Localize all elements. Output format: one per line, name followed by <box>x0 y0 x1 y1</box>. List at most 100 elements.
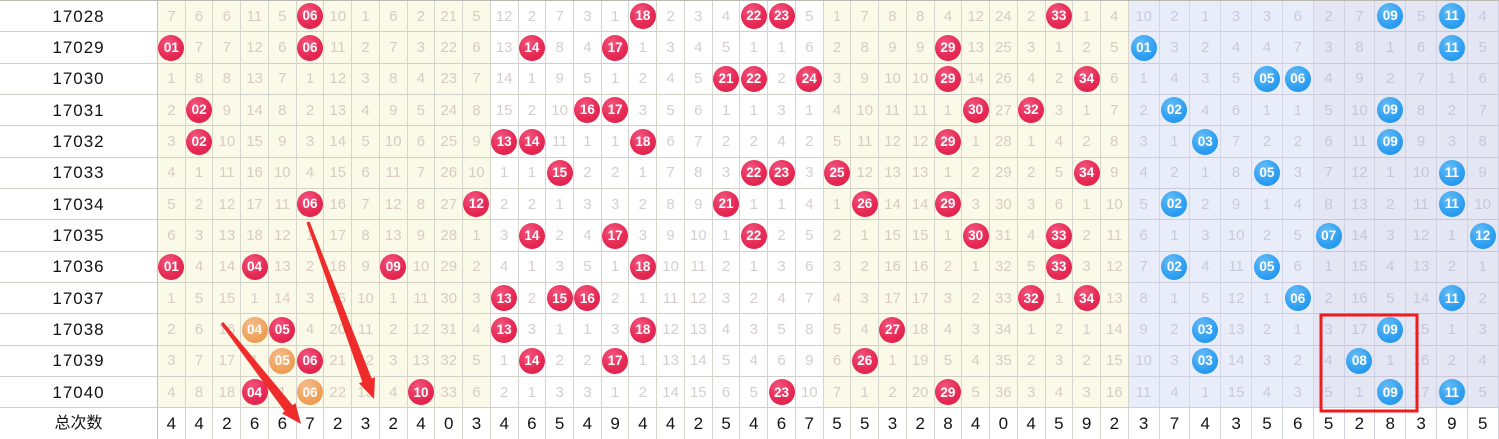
front-cell: 26 <box>990 63 1018 96</box>
front-cell: 6 <box>158 220 186 252</box>
red-ball: 23 <box>768 379 795 406</box>
front-cell: 4 <box>712 1 741 33</box>
front-cell: 6 <box>768 345 796 378</box>
back-cell: 2 <box>1190 189 1222 221</box>
front-cell: 9 <box>684 189 713 221</box>
front-cell: 1 <box>1073 314 1101 346</box>
front-cell: 5 <box>1045 157 1074 190</box>
front-cell: 30 <box>435 283 464 315</box>
front-cell: 10 <box>546 95 575 127</box>
front-cell: 7 <box>379 32 408 64</box>
front-cell: 17 <box>324 220 353 252</box>
back-cell: 2 <box>1313 1 1345 33</box>
front-cell: 10 <box>684 220 713 252</box>
front-cell: 1 <box>241 283 269 315</box>
blue-ball: 05 <box>1253 65 1280 92</box>
draw-period-label: 17033 <box>0 157 158 190</box>
red-ball: 34 <box>1073 159 1100 186</box>
front-cell: 34 <box>1073 157 1101 190</box>
front-cell: 6 <box>712 377 741 409</box>
front-cell: 9 <box>1100 157 1129 190</box>
front-cell: 11 <box>324 32 353 64</box>
front-cell: 28 <box>435 220 464 252</box>
front-cell: 7 <box>213 32 242 64</box>
red-ball: 04 <box>241 253 268 280</box>
front-cell: 2 <box>712 251 741 284</box>
front-cell: 29 <box>990 157 1018 190</box>
blue-ball: 07 <box>1315 222 1342 249</box>
front-cell: 17 <box>879 283 907 315</box>
front-cell: 04 <box>241 251 269 284</box>
front-cell: 18 <box>629 314 658 346</box>
red-ball: 01 <box>158 34 185 61</box>
front-cell: 1 <box>518 63 547 96</box>
front-cell: 11 <box>851 126 880 158</box>
front-cell: 22 <box>740 1 769 33</box>
front-cell: 9 <box>906 32 935 64</box>
front-cell: 5 <box>158 189 186 221</box>
front-cell: 22 <box>740 157 769 190</box>
front-cell: 9 <box>851 63 880 96</box>
red-ball: 18 <box>629 316 656 343</box>
front-cell: 10 <box>324 1 353 33</box>
front-cell: 35 <box>990 345 1018 378</box>
back-cell: 7 <box>1313 157 1345 190</box>
back-cell: 16 <box>1406 345 1437 378</box>
back-cell: 1 <box>1344 377 1376 409</box>
back-cell: 3 <box>1467 314 1499 346</box>
back-cell: 08 <box>1344 345 1376 378</box>
front-cell: 5 <box>962 377 991 409</box>
front-cell: 14 <box>962 63 991 96</box>
red-ball: 17 <box>602 222 629 249</box>
front-cell: 18 <box>241 220 269 252</box>
back-cell: 4 <box>1467 345 1499 378</box>
back-cell: 16 <box>1344 283 1376 315</box>
back-cell: 9 <box>1406 126 1437 158</box>
draw-period-label: 17037 <box>0 283 158 315</box>
front-cell: 24 <box>795 63 824 96</box>
red-ball: 22 <box>740 3 767 30</box>
front-cell: 6 <box>185 314 214 346</box>
front-cell: 16 <box>906 251 935 284</box>
front-cell: 2 <box>546 345 575 378</box>
front-cell: 2 <box>795 126 824 158</box>
red-ball: 22 <box>740 65 767 92</box>
front-cell: 5 <box>463 1 491 33</box>
front-cell: 3 <box>574 377 602 409</box>
blue-ball: 12 <box>1469 222 1496 249</box>
red-ball: 26 <box>851 191 878 218</box>
front-cell: 1 <box>518 251 547 284</box>
front-cell: 6 <box>795 251 824 284</box>
front-cell: 3 <box>185 220 214 252</box>
front-cell: 9 <box>352 251 380 284</box>
draw-period-label: 17036 <box>0 251 158 284</box>
back-cell: 3 <box>1282 377 1314 409</box>
front-cell: 11 <box>879 95 907 127</box>
front-cell: 9 <box>546 63 575 96</box>
front-cell: 10 <box>407 251 436 284</box>
front-cell: 12 <box>490 1 519 33</box>
back-cell: 8 <box>1467 126 1499 158</box>
back-cell: 5 <box>1190 283 1222 315</box>
front-cell: 3 <box>296 126 325 158</box>
front-cell: 3 <box>768 251 796 284</box>
front-cell: 13 <box>379 220 408 252</box>
front-cell: 2 <box>768 63 796 96</box>
draw-period-label: 17032 <box>0 126 158 158</box>
red-ball: 01 <box>158 253 185 280</box>
back-cell: 13 <box>1406 251 1437 284</box>
front-cell: 1 <box>740 251 769 284</box>
front-cell: 3 <box>1017 377 1046 409</box>
back-cell: 01 <box>1128 32 1160 64</box>
front-cell: 5 <box>712 408 741 439</box>
back-cell: 7 <box>1128 251 1160 284</box>
back-cell: 09 <box>1375 314 1407 346</box>
front-cell: 12 <box>879 126 907 158</box>
blue-ball: 09 <box>1377 3 1404 30</box>
front-cell: 20 <box>324 314 353 346</box>
back-cell: 8 <box>1344 32 1376 64</box>
front-cell: 4 <box>1045 126 1074 158</box>
front-cell: 2 <box>518 283 547 315</box>
front-cell: 2 <box>1045 314 1074 346</box>
front-cell: 06 <box>296 189 325 221</box>
